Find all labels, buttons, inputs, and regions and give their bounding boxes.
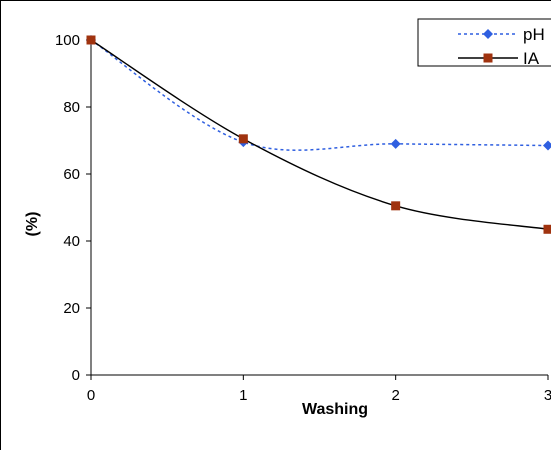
- y-tick-label: 60: [63, 166, 80, 183]
- y-axis-title: (%): [24, 212, 41, 237]
- legend-marker-ia: [483, 53, 493, 63]
- y-tick-label: 40: [63, 233, 80, 250]
- legend-marker-ph: [483, 29, 493, 39]
- x-axis-title: Washing: [302, 401, 368, 418]
- data-point-ia: [543, 224, 551, 234]
- series-line-ph: [90, 39, 549, 151]
- y-tick-label: 0: [72, 367, 80, 384]
- series-layer: [86, 35, 551, 234]
- data-point-ia: [391, 201, 401, 211]
- axes: 0 20 40 60 80 100 0 1 2 3: [55, 32, 551, 404]
- data-point-ph: [390, 138, 401, 149]
- legend-label-ph: pH: [523, 25, 545, 44]
- series-line-ia: [90, 39, 549, 230]
- legend: pH IA: [417, 18, 551, 68]
- data-point-ia: [86, 35, 96, 45]
- y-tick-label: 20: [63, 300, 80, 317]
- y-tick-label: 80: [63, 99, 80, 116]
- x-tick-label: 2: [391, 387, 399, 404]
- x-tick-label: 0: [87, 387, 95, 404]
- x-tick-label: 3: [544, 387, 551, 404]
- y-tick-label: 100: [55, 32, 80, 49]
- legend-label-ia: IA: [523, 49, 540, 68]
- data-point-ia: [238, 134, 248, 144]
- data-point-ph: [543, 140, 551, 151]
- x-tick-label: 1: [239, 387, 247, 404]
